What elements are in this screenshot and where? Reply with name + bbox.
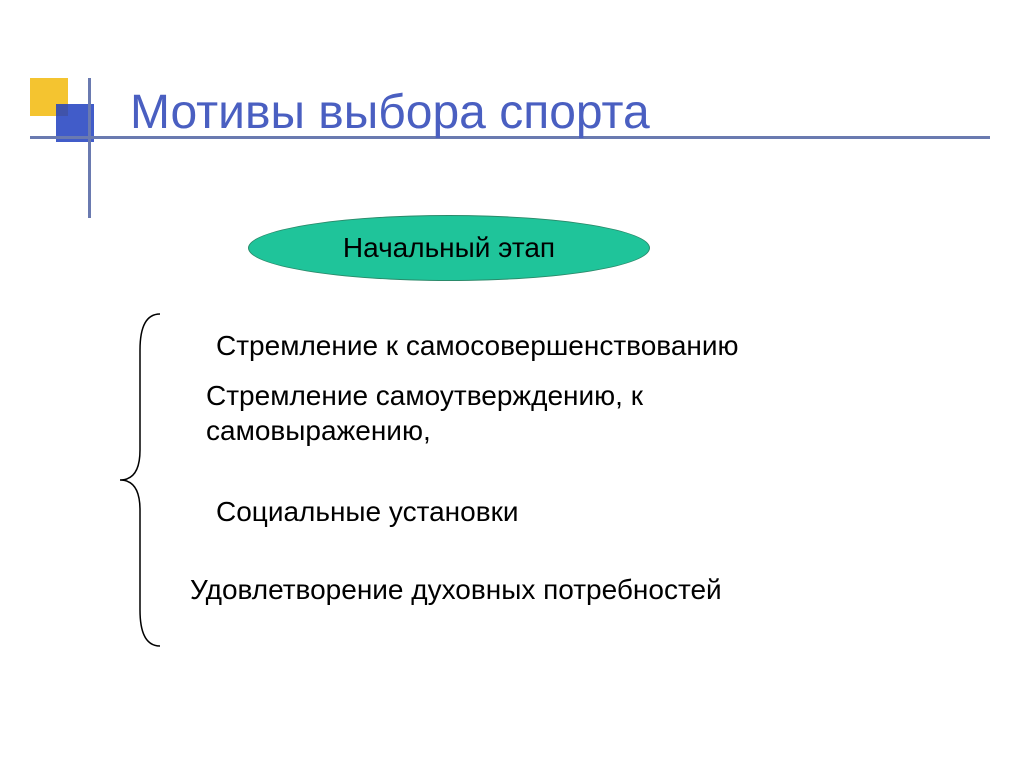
- item-1: Стремление к самосовершенствованию: [216, 328, 739, 363]
- stage-ellipse: Начальный этап: [248, 215, 650, 281]
- ellipse-label: Начальный этап: [343, 232, 555, 264]
- curly-brace: [110, 310, 170, 650]
- item-2: Стремление самоутверждению, к самовыраже…: [206, 378, 826, 448]
- brace-path: [120, 314, 160, 646]
- item-4: Удовлетворение духовных потребностей: [190, 572, 730, 607]
- slide-title: Мотивы выбора спорта: [130, 85, 650, 140]
- item-3: Социальные установки: [216, 494, 518, 529]
- vertical-line: [88, 78, 91, 218]
